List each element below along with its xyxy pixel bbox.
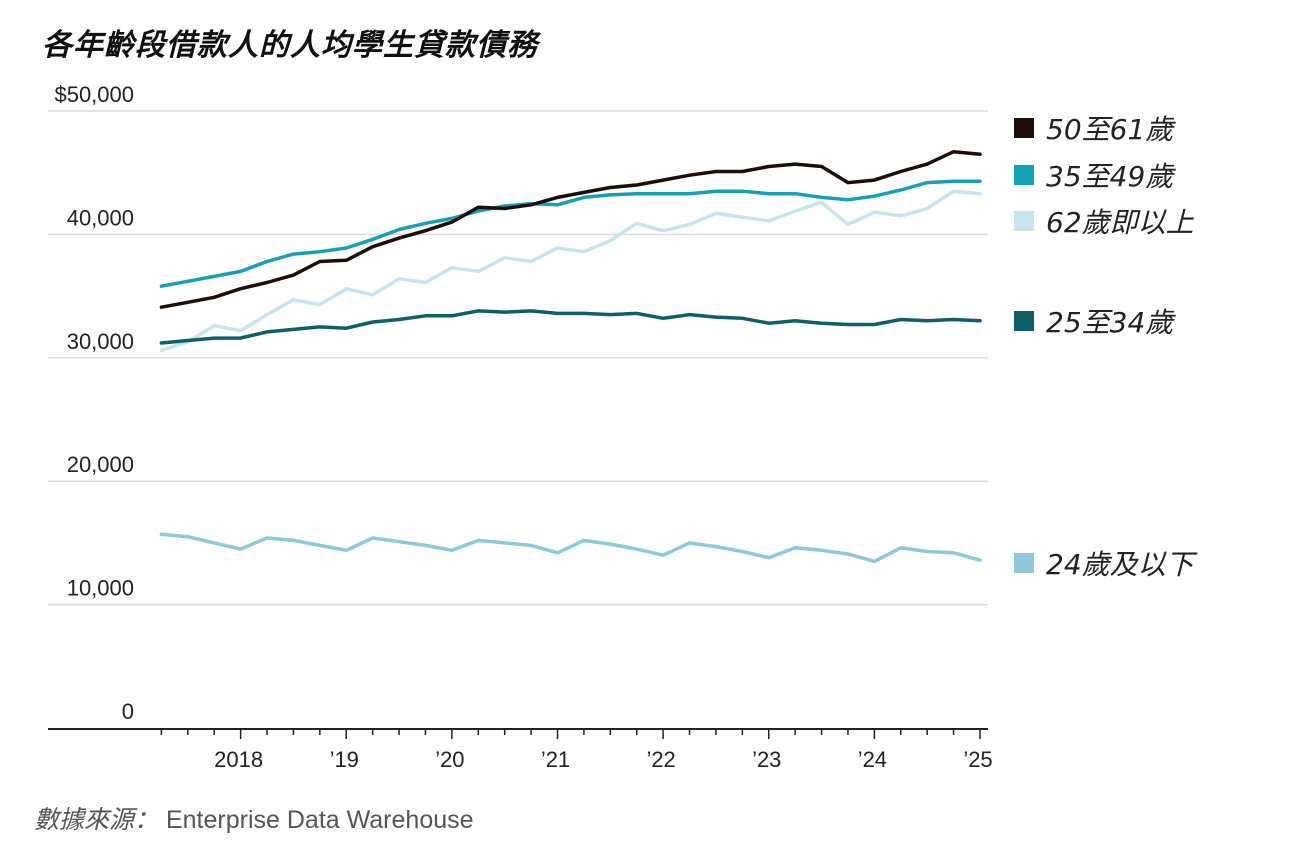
series-line [159, 309, 982, 345]
series-line [159, 149, 982, 309]
y-tick-label: 20,000 [67, 452, 134, 477]
y-axis-ticks: 0 10,000 20,000 30,000 40,000 $50,000 [54, 82, 134, 724]
series-line [159, 189, 982, 353]
x-tick-label: ’23 [752, 747, 781, 772]
series-line [159, 179, 982, 288]
y-tick-label: 0 [122, 699, 134, 724]
x-tick-label: ’22 [646, 747, 675, 772]
source-label: 數據來源： [34, 806, 160, 834]
x-tick-label: 2018 [214, 747, 263, 772]
y-tick-label: $50,000 [54, 82, 134, 107]
x-tick-label: ’24 [858, 747, 887, 772]
series-line [159, 532, 982, 564]
series-lines [159, 149, 982, 564]
legend-swatch [1014, 553, 1034, 573]
x-tick-label: ’19 [330, 747, 359, 772]
y-tick-label: 10,000 [67, 576, 134, 601]
legend-swatch [1014, 211, 1034, 231]
source-text: Enterprise Data Warehouse [165, 806, 474, 834]
x-tick-label: ’21 [541, 747, 570, 772]
x-tick-label: ’20 [435, 747, 464, 772]
legend-swatch [1014, 118, 1034, 138]
legend-label: 25至34歲 [1046, 306, 1176, 339]
source-note: 數據來源： Enterprise Data Warehouse [34, 800, 474, 836]
legend-label: 24歲及以下 [1046, 548, 1198, 581]
legend-label: 35至49歲 [1046, 160, 1176, 193]
y-tick-label: 40,000 [67, 205, 134, 230]
chart-title: 各年齡段借款人的人均學生貸款債務 [42, 28, 538, 63]
y-tick-label: 30,000 [67, 329, 134, 354]
legend-swatch [1014, 165, 1034, 185]
legend-label: 62歲即以上 [1046, 206, 1195, 239]
gridlines [48, 110, 988, 606]
legend-swatch [1014, 311, 1034, 331]
legend-label: 50至61歲 [1046, 113, 1176, 146]
legend: 50至61歲 35至49歲 62歲即以上 25至34歲 24歲及以下 [1014, 113, 1198, 581]
x-axis: 2018 ’19 ’20 ’21 ’22 ’23 ’24 ’25 [48, 728, 993, 772]
x-tick-label: ’25 [963, 747, 992, 772]
